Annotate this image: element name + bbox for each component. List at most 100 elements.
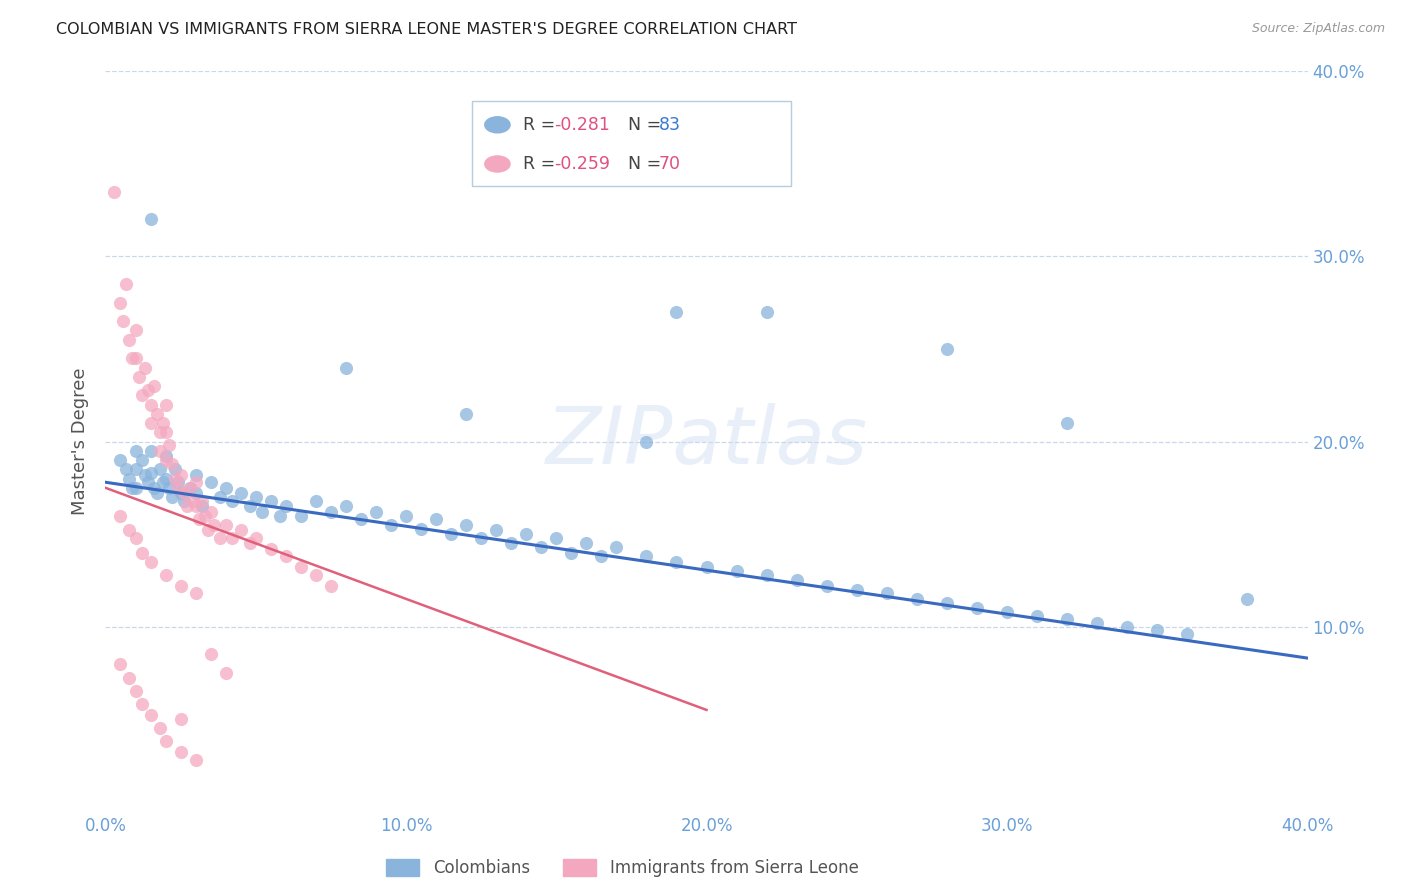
Point [145,486,167,500]
Point [139,416,162,430]
Point [155,425,177,440]
Point [274,500,297,514]
Point [200,648,222,662]
Text: COLOMBIAN VS IMMIGRANTS FROM SIERRA LEONE MASTER'S DEGREE CORRELATION CHART: COLOMBIAN VS IMMIGRANTS FROM SIERRA LEON… [56,22,797,37]
Point [124,462,146,476]
Point [139,466,162,480]
Point [200,475,222,490]
Point [202,517,225,532]
Point [131,453,153,467]
Point [179,481,201,495]
Point [124,481,146,495]
Point [118,333,141,347]
Point [290,508,312,523]
Point [173,486,195,500]
Point [755,305,778,319]
Point [103,185,125,199]
Point [157,481,180,495]
Text: R =: R = [523,155,561,173]
Point [169,467,191,482]
Point [176,500,198,514]
Point [115,462,138,476]
Point [131,698,153,712]
Point [221,493,243,508]
Point [260,493,283,508]
Point [260,541,283,556]
Point [269,508,291,523]
Point [250,505,273,519]
Point [636,549,658,564]
Point [208,490,231,504]
Text: 70: 70 [659,155,681,173]
Point [110,508,132,523]
Point [1236,591,1258,606]
Point [118,524,141,538]
Point [1056,416,1078,430]
Point [239,536,262,550]
Point [184,500,207,514]
Point [139,443,162,458]
Point [395,508,418,523]
Text: N =: N = [628,116,666,134]
Point [157,438,180,452]
Point [190,500,212,514]
Point [139,555,162,569]
Point [560,545,582,560]
Point [124,324,146,338]
Point [179,481,201,495]
Point [305,493,328,508]
Point [184,475,207,490]
Point [110,657,132,671]
Point [124,531,146,545]
Point [845,582,868,597]
Point [155,453,177,467]
Point [515,527,537,541]
Point [181,493,204,508]
Point [166,481,188,495]
Text: R =: R = [523,116,561,134]
Point [470,531,492,545]
Point [184,486,207,500]
Point [131,388,153,402]
Point [136,383,159,397]
Point [118,672,141,686]
Point [152,475,174,490]
Point [124,684,146,698]
Point [364,505,387,519]
Point [530,540,553,554]
Point [245,531,267,545]
Point [197,524,219,538]
Point [155,450,177,464]
Point [169,486,191,500]
Point [214,517,236,532]
Point [142,481,165,495]
Point [335,360,357,375]
Point [319,579,342,593]
Text: N =: N = [628,155,666,173]
Point [208,531,231,545]
Point [124,443,146,458]
Point [118,471,141,485]
Point [134,467,156,482]
Point [194,508,217,523]
Y-axis label: Master's Degree: Master's Degree [70,368,89,516]
Point [155,397,177,411]
Point [128,369,150,384]
Point [485,524,508,538]
Point [160,490,183,504]
Point [155,567,177,582]
Point [169,746,191,760]
Point [200,505,222,519]
Point [636,434,658,449]
Point [169,579,191,593]
Point [966,601,988,615]
Point [142,379,165,393]
Point [305,567,328,582]
Point [155,734,177,748]
Point [121,351,143,366]
Point [665,305,688,319]
Point [169,712,191,726]
Point [184,586,207,600]
Point [148,443,170,458]
Point [163,462,186,476]
